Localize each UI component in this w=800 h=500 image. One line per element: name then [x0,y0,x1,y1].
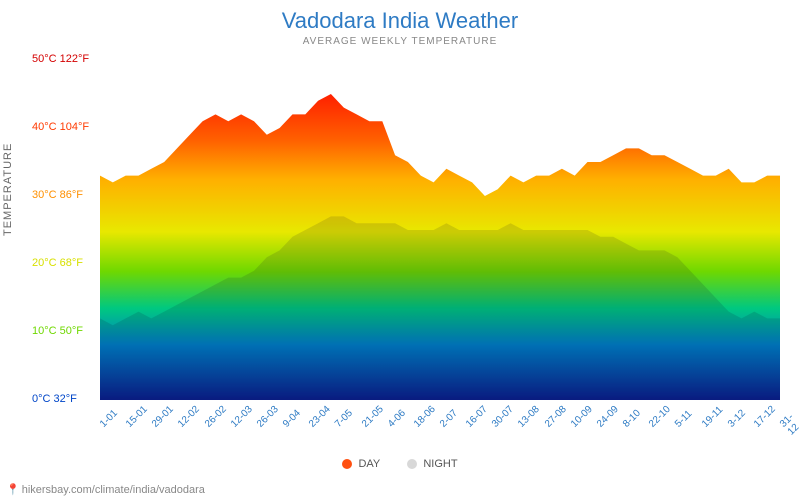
legend-night-label: NIGHT [423,458,457,470]
x-tick: 26-03 [255,404,281,430]
x-tick: 12-03 [229,404,255,430]
y-tick: 10°C 50°F [32,325,83,337]
y-tick: 0°C 32°F [32,393,77,405]
x-tick: 5-11 [673,408,694,429]
y-axis-label: TEMPERATURE [2,143,14,236]
legend: DAY NIGHT [0,458,800,472]
x-tick: 27-08 [543,404,569,430]
x-tick: 30-07 [490,404,516,430]
x-tick: 10-09 [569,404,595,430]
x-tick: 15-01 [124,404,150,430]
x-tick: 16-07 [464,404,490,430]
x-tick: 26-02 [203,404,229,430]
x-tick: 12-02 [176,404,202,430]
x-tick: 29-01 [150,404,176,430]
y-tick: 20°C 68°F [32,257,83,269]
x-tick: 7-05 [333,408,355,430]
x-tick: 1-01 [98,408,120,430]
chart-subtitle: AVERAGE WEEKLY TEMPERATURE [0,36,800,47]
y-tick: 50°C 122°F [32,53,89,65]
x-tick: 23-04 [307,404,333,430]
legend-day-dot [342,459,352,469]
source-footer: 📍hikersbay.com/climate/india/vadodara [6,483,205,496]
x-tick: 2-07 [438,408,460,430]
y-tick: 30°C 86°F [32,189,83,201]
legend-night: NIGHT [407,458,457,470]
y-tick: 40°C 104°F [32,121,89,133]
x-tick: 22-10 [647,404,673,430]
x-tick: 13-08 [516,404,542,430]
temperature-chart [100,60,780,400]
source-url: hikersbay.com/climate/india/vadodara [22,484,205,496]
x-tick: 19-11 [700,404,725,429]
legend-day: DAY [342,458,380,470]
x-tick: 3-12 [726,408,748,430]
x-tick: 4-06 [386,408,408,430]
x-tick: 31-12 [778,406,800,437]
x-tick: 9-04 [281,408,303,430]
page-title: Vadodara India Weather [0,0,800,34]
x-tick: 8-10 [621,408,643,430]
legend-night-dot [407,459,417,469]
x-tick: 21-05 [360,404,386,430]
legend-day-label: DAY [358,458,380,470]
map-pin-icon: 📍 [6,484,20,496]
x-tick: 18-06 [412,404,438,430]
x-tick: 24-09 [595,404,621,430]
x-tick: 17-12 [752,404,778,430]
chart-area [100,60,780,400]
